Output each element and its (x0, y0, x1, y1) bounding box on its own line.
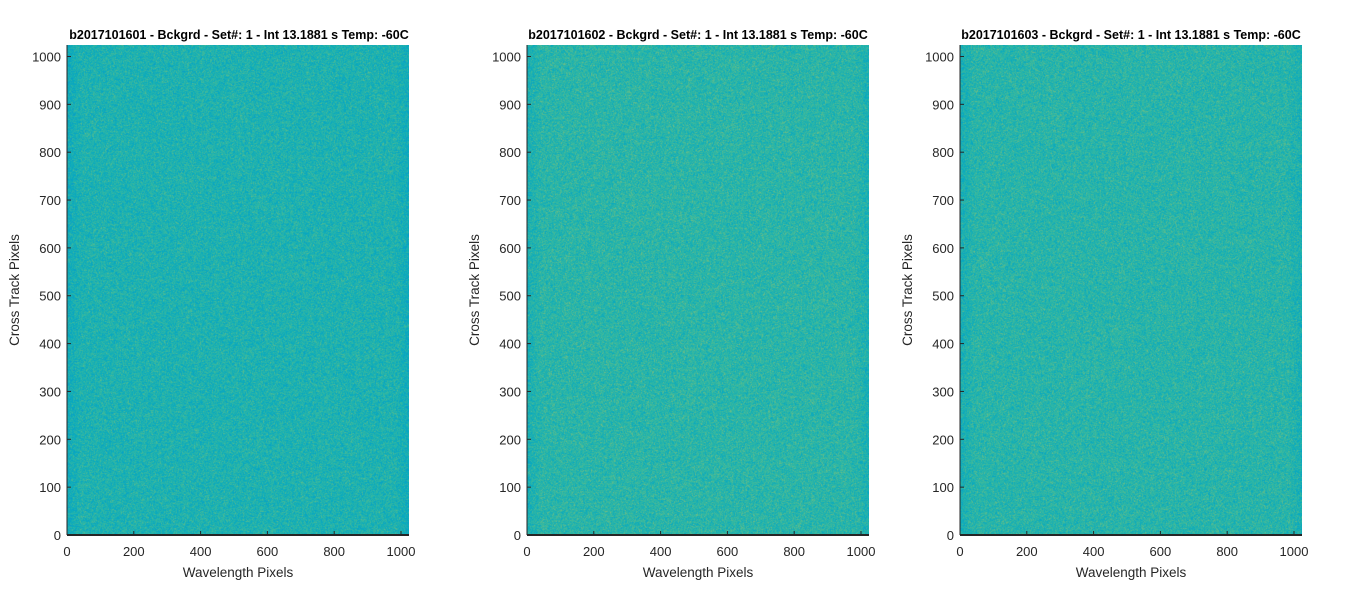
y-tick-label: 600 (932, 241, 954, 256)
chart-title: b2017101603 - Bckgrd - Set#: 1 - Int 13.… (961, 28, 1301, 42)
y-tick-label: 1000 (492, 49, 521, 64)
y-axis-label: Cross Track Pixels (7, 234, 22, 346)
x-tick-label: 800 (323, 544, 345, 559)
y-tick-label: 700 (499, 193, 521, 208)
chart-title: b2017101601 - Bckgrd - Set#: 1 - Int 13.… (69, 28, 409, 42)
y-tick-label: 200 (499, 432, 521, 447)
y-tick-label: 600 (499, 241, 521, 256)
y-tick-label: 100 (39, 480, 61, 495)
y-tick-label: 500 (499, 289, 521, 304)
x-tick-label: 200 (583, 544, 605, 559)
y-tick-label: 200 (39, 432, 61, 447)
y-tick-label: 800 (499, 145, 521, 160)
heatmap-image (960, 45, 1302, 535)
y-tick-label: 400 (39, 337, 61, 352)
y-tick-label: 500 (932, 289, 954, 304)
x-tick-label: 600 (717, 544, 739, 559)
chart-panel-1: 0 200 400 600 800 1000 0 100 200 300 400 500 600 700 8… (7, 28, 415, 580)
y-tick-label: 900 (39, 97, 61, 112)
y-tick-label: 200 (932, 432, 954, 447)
x-tick-label: 200 (1016, 544, 1038, 559)
y-tick-label: 1000 (925, 49, 954, 64)
y-tick-label: 900 (932, 97, 954, 112)
y-tick-label: 100 (932, 480, 954, 495)
y-axis-label: Cross Track Pixels (467, 234, 482, 346)
chart-panel-3: 0 200 400 600 800 1000 0 100 200 300 400 500 600 700 8… (900, 28, 1308, 580)
y-tick-label: 300 (499, 384, 521, 399)
y-tick-label: 0 (514, 528, 521, 543)
y-axis-label: Cross Track Pixels (900, 234, 915, 346)
x-tick-label: 0 (63, 544, 70, 559)
y-tick-label: 0 (54, 528, 61, 543)
x-tick-label: 400 (190, 544, 212, 559)
y-tick-label: 500 (39, 289, 61, 304)
y-tick-label: 0 (947, 528, 954, 543)
y-tick-label: 400 (932, 337, 954, 352)
x-tick-label: 400 (1083, 544, 1105, 559)
heatmap-image (67, 45, 409, 535)
y-tick-label: 1000 (32, 49, 61, 64)
x-axis-label: Wavelength Pixels (643, 565, 754, 580)
x-tick-label: 600 (1150, 544, 1172, 559)
x-tick-label: 800 (783, 544, 805, 559)
y-tick-label: 800 (932, 145, 954, 160)
x-tick-label: 1000 (1280, 544, 1309, 559)
x-tick-label: 200 (123, 544, 145, 559)
y-tick-label: 800 (39, 145, 61, 160)
x-tick-label: 1000 (387, 544, 416, 559)
y-tick-label: 400 (499, 337, 521, 352)
x-tick-label: 400 (650, 544, 672, 559)
y-tick-label: 700 (932, 193, 954, 208)
x-tick-label: 1000 (847, 544, 876, 559)
x-axis-label: Wavelength Pixels (183, 565, 294, 580)
y-tick-label: 300 (932, 384, 954, 399)
x-tick-label: 0 (523, 544, 530, 559)
x-tick-label: 800 (1216, 544, 1238, 559)
y-tick-label: 900 (499, 97, 521, 112)
y-tick-label: 100 (499, 480, 521, 495)
y-tick-label: 700 (39, 193, 61, 208)
y-tick-label: 300 (39, 384, 61, 399)
chart-title: b2017101602 - Bckgrd - Set#: 1 - Int 13.… (528, 28, 868, 42)
x-tick-label: 600 (257, 544, 279, 559)
heatmap-image (527, 45, 869, 535)
y-tick-label: 600 (39, 241, 61, 256)
x-tick-label: 0 (956, 544, 963, 559)
chart-panel-2: 0 200 400 600 800 1000 0 100 200 300 400 500 600 700 8… (467, 28, 875, 580)
x-axis-label: Wavelength Pixels (1076, 565, 1187, 580)
